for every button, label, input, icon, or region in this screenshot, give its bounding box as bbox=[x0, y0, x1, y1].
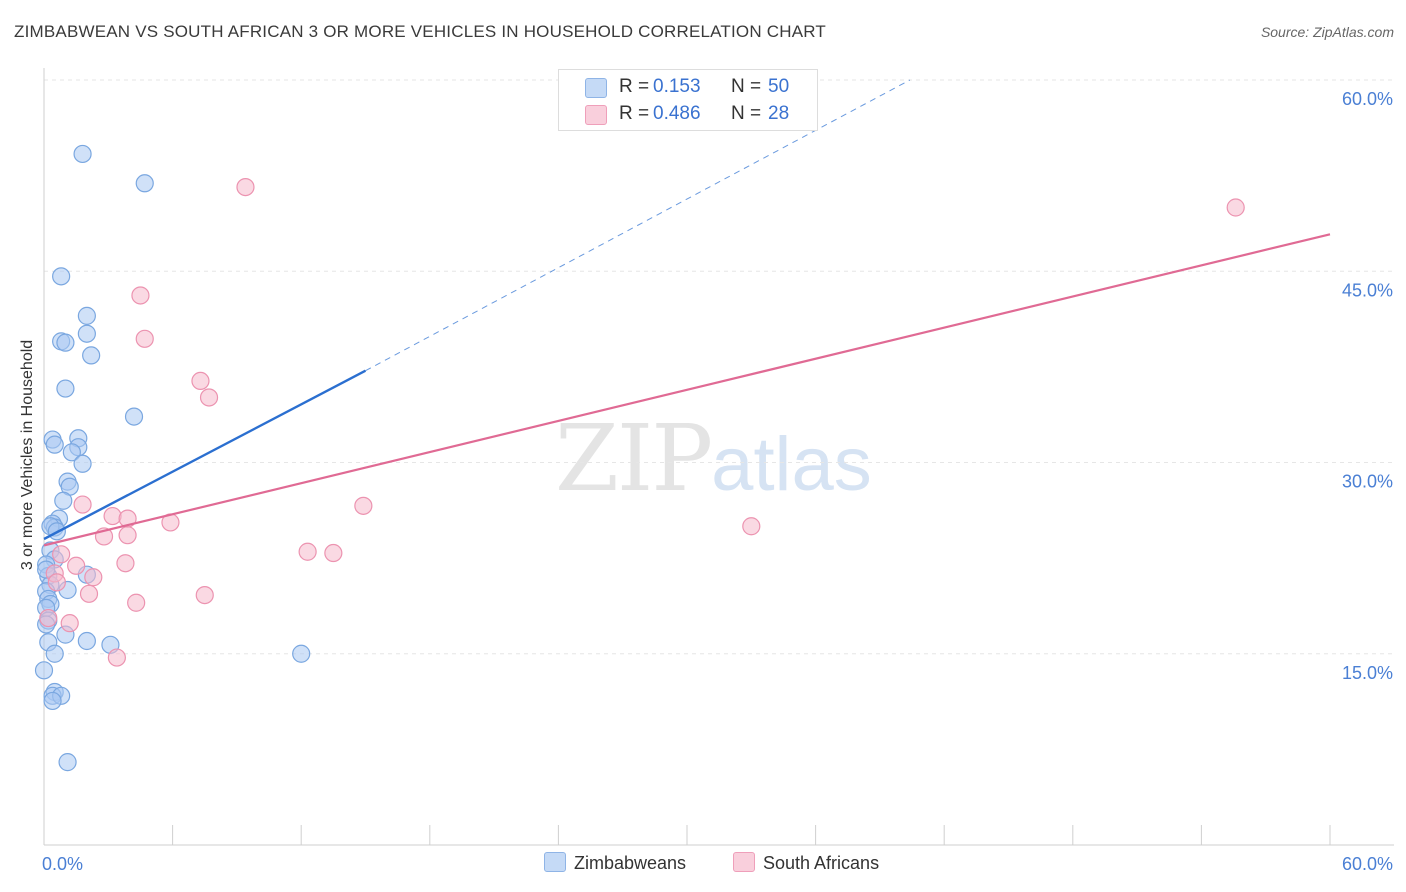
trend-line-south-africans bbox=[43, 233, 1331, 547]
bottom-legend-south-africans: South Africans bbox=[733, 852, 879, 874]
south-african-point bbox=[107, 648, 126, 667]
south-african-point bbox=[199, 388, 219, 407]
south-african-point bbox=[73, 495, 92, 514]
y-tick-label: 60.0% bbox=[1342, 89, 1393, 109]
bottom-swatch-pink bbox=[733, 852, 755, 872]
zimbabwean-point bbox=[73, 454, 92, 473]
chart-title: ZIMBABWEAN VS SOUTH AFRICAN 3 OR MORE VE… bbox=[14, 22, 827, 41]
y-axis-label: 3 or more Vehicles in Household bbox=[19, 339, 36, 571]
zimbabwean-point bbox=[34, 661, 54, 680]
y-tick-label: 30.0% bbox=[1342, 472, 1393, 492]
south-african-point bbox=[79, 584, 99, 603]
south-african-point bbox=[52, 545, 71, 564]
legend-n-label: N = bbox=[731, 76, 762, 97]
legend-n-value: 28 bbox=[768, 103, 790, 124]
axes bbox=[43, 68, 1394, 846]
zimbabwean-point bbox=[56, 379, 75, 398]
south-african-point bbox=[39, 608, 58, 628]
legend-r-value: 0.486 bbox=[653, 103, 701, 124]
zimbabwean-point bbox=[135, 174, 154, 193]
legend-n-label: N = bbox=[731, 103, 762, 124]
y-tick-label: 15.0% bbox=[1342, 663, 1393, 683]
zimbabwean-point bbox=[54, 491, 73, 510]
south-african-point bbox=[742, 517, 761, 536]
zimbabwean-point bbox=[45, 435, 64, 454]
south-african-point bbox=[135, 329, 154, 348]
south-african-point bbox=[116, 554, 135, 573]
south-african-point bbox=[1226, 198, 1245, 217]
zimbabwean-point bbox=[292, 644, 311, 663]
bottom-swatch-blue bbox=[544, 852, 566, 872]
zimbabwean-point bbox=[45, 644, 64, 663]
zimbabwean-point bbox=[77, 306, 96, 325]
legend-r-value: 0.153 bbox=[653, 76, 701, 97]
south-african-point bbox=[47, 573, 66, 592]
series-zimbabweans bbox=[34, 144, 311, 772]
bottom-legend-label: South Africans bbox=[763, 853, 880, 873]
south-african-point bbox=[298, 542, 317, 561]
south-african-point bbox=[324, 543, 343, 563]
south-african-point bbox=[236, 178, 255, 197]
zimbabwean-point bbox=[58, 753, 77, 772]
south-african-point bbox=[118, 526, 137, 545]
south-african-point bbox=[131, 286, 150, 305]
series-south-africans bbox=[39, 178, 1245, 667]
south-african-point bbox=[191, 371, 210, 390]
zimbabwean-point bbox=[124, 407, 144, 426]
y-tick-label: 45.0% bbox=[1342, 280, 1393, 300]
bottom-legend-zimbabweans: Zimbabweans bbox=[544, 852, 686, 874]
x-tick-label-min: 0.0% bbox=[42, 854, 83, 874]
bottom-legend-label: Zimbabweans bbox=[574, 853, 687, 873]
south-african-point bbox=[195, 585, 214, 605]
grid-lines bbox=[44, 79, 1394, 655]
tick-labels: 15.0% 30.0% 45.0% 60.0% 0.0% 60.0% bbox=[42, 89, 1393, 874]
south-african-point bbox=[127, 593, 146, 612]
south-african-point bbox=[60, 614, 79, 633]
zimbabwean-point bbox=[77, 324, 96, 343]
legend-box: R = 0.153 N = 50 R = 0.486 N = 28 bbox=[558, 69, 818, 131]
south-african-point bbox=[67, 556, 86, 575]
legend-r-label: R = bbox=[619, 76, 650, 97]
watermark: ZIPatlas bbox=[555, 405, 872, 512]
legend-n-value: 50 bbox=[768, 76, 790, 97]
x-tick-label-max: 60.0% bbox=[1342, 854, 1393, 874]
zimbabwean-point bbox=[62, 443, 81, 462]
trend-lines bbox=[43, 79, 1331, 547]
source-label: Source: ZipAtlas.com bbox=[1260, 24, 1394, 40]
trend-line-zimbabweans bbox=[43, 369, 367, 541]
watermark-atlas: atlas bbox=[711, 422, 872, 507]
zimbabwean-point bbox=[43, 691, 62, 711]
south-african-point bbox=[354, 496, 373, 515]
legend-swatch-blue bbox=[585, 78, 607, 98]
legend-swatch-pink bbox=[585, 105, 607, 125]
legend-r-label: R = bbox=[619, 103, 650, 124]
watermark-zip: ZIP bbox=[555, 405, 713, 512]
zimbabwean-point bbox=[82, 346, 101, 365]
zimbabwean-point bbox=[77, 631, 96, 651]
zimbabwean-point bbox=[73, 144, 92, 164]
south-african-point bbox=[103, 506, 122, 526]
south-african-point bbox=[84, 568, 103, 587]
trend-extension-zimbabweans bbox=[365, 79, 911, 372]
zimbabwean-point bbox=[56, 333, 75, 352]
zimbabwean-point bbox=[52, 267, 71, 286]
